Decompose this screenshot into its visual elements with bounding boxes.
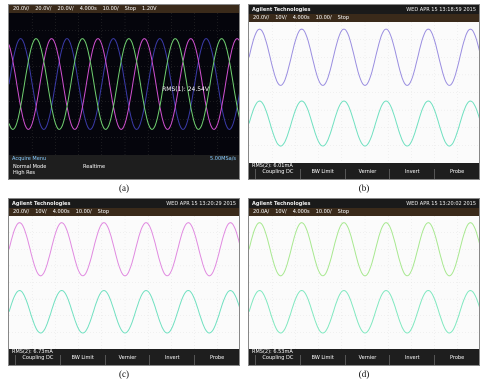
softkey: Invert (149, 355, 194, 366)
scope-screenshot: Agilent Technologies WED APR 15 13:20:29 … (8, 198, 240, 366)
softkey: Vernier (105, 355, 150, 366)
status-item: 10V/ (35, 209, 46, 215)
waveform (9, 291, 240, 334)
brand-bar: Agilent Technologies WED APR 15 13:20:02 … (249, 199, 479, 208)
status-bar: 20.0V/20.0V/20.0V/4.000s 10.00/Stop 1.20V (9, 5, 239, 13)
status-item: 4.000s (80, 6, 97, 12)
waveform (9, 39, 240, 130)
status-item: 4.000s (293, 15, 310, 21)
waveform (249, 101, 480, 146)
timestamp: WED APR 15 13:20:02 2015 (406, 201, 476, 207)
timestamp: WED APR 15 13:18:59 2015 (406, 7, 476, 13)
softkey: Vernier (345, 355, 390, 366)
brand-bar: Agilent Technologies WED APR 15 13:20:29 … (9, 199, 239, 208)
softkey: Coupling DC (255, 355, 300, 366)
status-item: 10V/ (275, 209, 286, 215)
status-item: 20.0V/ (35, 6, 51, 12)
status-item: 1.20V (142, 6, 157, 12)
sample-rate: 5.00MSa/s (210, 156, 236, 162)
status-item: Stop (338, 209, 349, 215)
waveform-plot (9, 216, 240, 349)
scope-screenshot: Agilent Technologies WED APR 15 13:18:59 … (248, 4, 480, 180)
brand-bar: Agilent Technologies WED APR 15 13:18:59 … (249, 5, 479, 14)
status-item: 20.0V/ (13, 6, 29, 12)
menu-title: Acquire Menu (12, 156, 46, 162)
status-item: 10.00/ (76, 209, 92, 215)
softkey: Coupling DC (15, 355, 60, 366)
caption: (d) (344, 369, 384, 379)
softkey: Invert (389, 355, 434, 366)
status-bar: 20.0V/10V/4.000s 10.00/Stop (249, 14, 479, 22)
softkey: BW Limit (60, 355, 105, 366)
softkey: BW Limit (300, 169, 345, 180)
status-item: 20.0A/ (253, 209, 269, 215)
status-item: 10.00/ (316, 15, 332, 21)
waveform-plot (249, 216, 480, 349)
waveform-plot: RMS(1): 24.54V (9, 13, 240, 155)
brand: Agilent Technologies (252, 7, 310, 13)
softkey: Probe (434, 169, 479, 180)
annotation: RMS(1): 24.54V (162, 86, 210, 93)
status-bar: 20.0A/10V/4.000s 10.00/Stop (249, 208, 479, 216)
softkey: Coupling DC (255, 169, 300, 180)
status-item: 10.00/ (316, 209, 332, 215)
status-item: 10.00/ (103, 6, 119, 12)
status-item: Stop (338, 15, 349, 21)
caption: (c) (104, 369, 144, 379)
waveform (9, 223, 240, 276)
status-item: 20.0V/ (253, 15, 269, 21)
scope-screenshot: Agilent Technologies WED APR 15 13:20:02 … (248, 198, 480, 366)
page: {"panels": [ {"caption": "(a)", "status_… (0, 0, 483, 387)
status-bar: 20.0V/10V/4.000s 10.00/Stop (9, 208, 239, 216)
waveform (249, 29, 480, 85)
softkey: Vernier (345, 169, 390, 180)
waveform (249, 291, 480, 334)
status-item: 20.0V/ (58, 6, 74, 12)
waveform-plot (249, 22, 480, 163)
status-item: 10V/ (275, 15, 286, 21)
status-item: 20.0V/ (13, 209, 29, 215)
status-item: 4.000s (293, 209, 310, 215)
status-item: Stop (98, 209, 109, 215)
status-item: Stop (125, 6, 136, 12)
softkey: Invert (389, 169, 434, 180)
softkey: Probe (434, 355, 479, 366)
menu-item: High Res (13, 170, 35, 176)
brand: Agilent Technologies (252, 201, 310, 207)
caption: (a) (104, 183, 144, 193)
scope-screenshot: 20.0V/20.0V/20.0V/4.000s 10.00/Stop 1.20V R… (8, 4, 240, 180)
brand: Agilent Technologies (12, 201, 70, 207)
softkey: Probe (194, 355, 239, 366)
menu-item: Realtime (83, 164, 105, 170)
softkey: BW Limit (300, 355, 345, 366)
status-item: 4.000s (53, 209, 70, 215)
waveform (249, 223, 480, 276)
timestamp: WED APR 15 13:20:29 2015 (166, 201, 236, 207)
caption: (b) (344, 183, 384, 193)
